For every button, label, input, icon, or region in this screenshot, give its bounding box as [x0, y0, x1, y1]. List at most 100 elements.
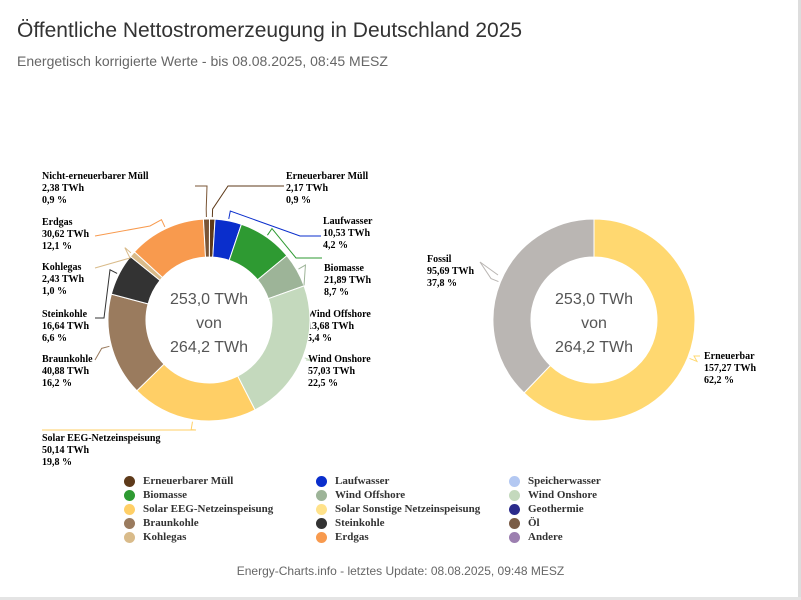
legend-item-solar-sonstige-netzeinspeisung[interactable]: Solar Sonstige Netzeinspeisung — [316, 503, 480, 515]
label-percent-wind-onshore: 22,5 % — [308, 378, 338, 389]
legend-item-solar-eeg-netzeinspeisung[interactable]: Solar EEG-Netzeinspeisung — [124, 503, 273, 515]
legend-item-braunkohle[interactable]: Braunkohle — [124, 517, 199, 529]
legend-marker — [124, 531, 135, 543]
label-name-biomasse: Biomasse — [324, 263, 365, 274]
legend-item-erdgas[interactable]: Erdgas — [316, 531, 369, 543]
connector-braunkohle — [94, 345, 110, 361]
legend-label: Erdgas — [335, 531, 369, 543]
legend-marker — [316, 503, 327, 515]
legend-marker — [509, 489, 520, 501]
label-name-fossil: Fossil — [427, 254, 452, 265]
legend-marker — [124, 517, 135, 529]
legend-item-wind-offshore[interactable]: Wind Offshore — [316, 489, 405, 501]
label-value-biomasse: 21,89 TWh — [324, 275, 371, 286]
legend-marker — [509, 503, 520, 515]
legend-item-kohlegas[interactable]: Kohlegas — [124, 531, 186, 543]
legend-marker — [316, 517, 327, 529]
connector-erdgas — [94, 218, 166, 237]
label-value-erneuerbar: 157,27 TWh — [704, 363, 756, 374]
label-name-nicht-erneuerbarer-muell: Nicht-erneuerbarer Müll — [42, 171, 149, 182]
label-value-wind-offshore: 13,68 TWh — [307, 321, 354, 332]
legend-item-steinkohle[interactable]: Steinkohle — [316, 517, 385, 529]
label-value-laufwasser: 10,53 TWh — [323, 228, 370, 239]
label-name-erneuerbarer-muell: Erneuerbarer Müll — [286, 171, 368, 182]
legend-item-laufwasser[interactable]: Laufwasser — [316, 475, 389, 487]
label-percent-kohlegas: 1,0 % — [42, 286, 67, 297]
label-name-solar-eeg-netzeinspeisung: Solar EEG-Netzeinspeisung — [42, 433, 160, 444]
legend-label: Erneuerbarer Müll — [143, 475, 234, 487]
label-percent-braunkohle: 16,2 % — [42, 378, 72, 389]
slice-fossil[interactable] — [492, 218, 595, 394]
legend-marker — [124, 489, 135, 501]
label-name-braunkohle: Braunkohle — [42, 354, 93, 365]
legend-marker — [124, 475, 135, 487]
label-value-braunkohle: 40,88 TWh — [42, 366, 89, 377]
label-name-wind-offshore: Wind Offshore — [307, 309, 371, 320]
connector-solar-eeg-netzeinspeisung — [42, 421, 197, 431]
legend-label: Speicherwasser — [528, 475, 601, 487]
label-value-solar-eeg-netzeinspeisung: 50,14 TWh — [42, 445, 89, 456]
legend-label: Solar EEG-Netzeinspeisung — [143, 503, 274, 515]
label-name-kohlegas: Kohlegas — [42, 262, 82, 273]
legend-item-wind-onshore[interactable]: Wind Onshore — [509, 489, 597, 501]
window-bottom-edge — [0, 597, 801, 600]
legend-item-speicherwasser[interactable]: Speicherwasser — [509, 475, 601, 487]
legend-marker — [316, 489, 327, 501]
legend-label: Braunkohle — [143, 517, 199, 529]
window-edge — [798, 0, 801, 600]
label-value-nicht-erneuerbarer-muell: 2,38 TWh — [42, 183, 84, 194]
chart-title: Öffentliche Nettostromerzeugung in Deuts… — [17, 19, 523, 42]
legend-marker — [316, 531, 327, 543]
center-label-2: 264,2 TWh — [170, 339, 248, 356]
legend-label: Wind Onshore — [528, 489, 597, 501]
connector-fossil — [479, 261, 499, 283]
center-label-1: von — [196, 315, 222, 332]
label-percent-laufwasser: 4,2 % — [323, 240, 348, 251]
center-label-0: 253,0 TWh — [555, 291, 633, 308]
legend-label: Steinkohle — [335, 517, 385, 529]
connector-erneuerbar — [689, 355, 700, 363]
legend-marker — [509, 517, 520, 529]
center-label-2: 264,2 TWh — [555, 339, 633, 356]
connector-steinkohle — [95, 269, 118, 319]
label-percent-steinkohle: 6,6 % — [42, 333, 67, 344]
label-percent-biomasse: 8,7 % — [324, 287, 349, 298]
legend-label: Öl — [528, 517, 540, 529]
connector-biomasse — [267, 227, 322, 259]
label-percent-fossil: 37,8 % — [427, 278, 457, 289]
legend-label: Laufwasser — [335, 475, 390, 487]
label-value-kohlegas: 2,43 TWh — [42, 274, 84, 285]
footer-credit[interactable]: Energy-Charts.info - letztes Update: 08.… — [236, 564, 565, 578]
chart-subtitle: Energetisch korrigierte Werte - bis 08.0… — [17, 53, 388, 69]
legend-label: Wind Offshore — [335, 489, 406, 501]
legend-item-erneuerbarer-muell[interactable]: Erneuerbarer Müll — [124, 475, 233, 487]
slice-wind-onshore[interactable] — [237, 285, 311, 411]
legend-item-oel[interactable]: Öl — [509, 517, 540, 529]
label-percent-erneuerbarer-muell: 0,9 % — [286, 195, 311, 206]
legend-label: Solar Sonstige Netzeinspeisung — [335, 503, 481, 515]
label-name-erdgas: Erdgas — [42, 217, 73, 228]
label-value-erneuerbarer-muell: 2,17 TWh — [286, 183, 328, 194]
legend-marker — [509, 475, 520, 487]
label-name-laufwasser: Laufwasser — [323, 216, 373, 227]
label-percent-nicht-erneuerbarer-muell: 0,9 % — [42, 195, 67, 206]
label-name-wind-onshore: Wind Onshore — [308, 354, 371, 365]
center-label-0: 253,0 TWh — [170, 291, 248, 308]
connector-wind-onshore — [304, 357, 313, 362]
legend-item-biomasse[interactable]: Biomasse — [124, 489, 187, 501]
legend-marker — [509, 531, 520, 543]
legend-label: Kohlegas — [143, 531, 187, 543]
label-percent-solar-eeg-netzeinspeisung: 19,8 % — [42, 457, 72, 468]
legend-marker — [124, 503, 135, 515]
legend-marker — [316, 475, 327, 487]
label-value-steinkohle: 16,64 TWh — [42, 321, 89, 332]
slice-erneuerbar[interactable] — [523, 218, 696, 422]
label-percent-erdgas: 12,1 % — [42, 241, 72, 252]
legend-item-geothermie[interactable]: Geothermie — [509, 503, 584, 515]
slice-nicht-erneuerbarer-muell[interactable] — [202, 218, 211, 258]
label-percent-erneuerbar: 62,2 % — [704, 375, 734, 386]
legend-item-andere[interactable]: Andere — [509, 531, 563, 543]
